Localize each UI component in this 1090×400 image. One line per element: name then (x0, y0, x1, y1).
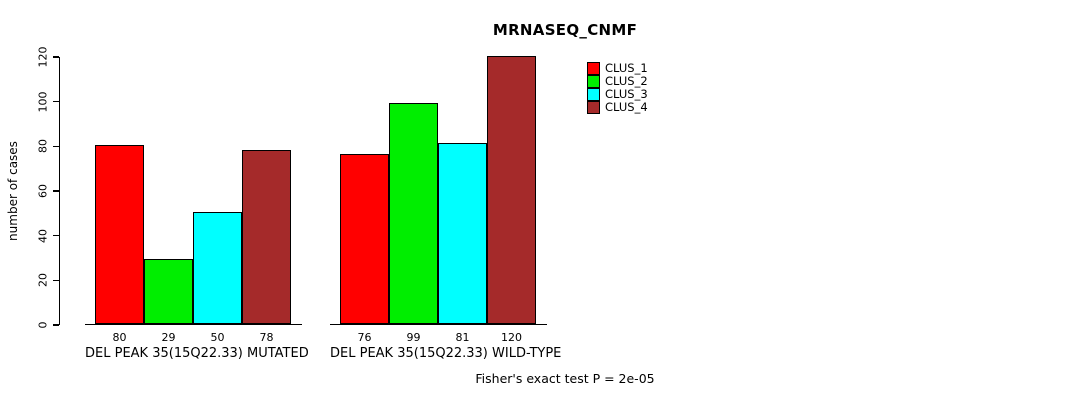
y-tick-label: 80 (36, 139, 50, 154)
bar-value-label: 99 (406, 331, 421, 344)
y-tick (53, 145, 59, 148)
y-tick (53, 324, 59, 326)
bar-value-label: 29 (161, 331, 176, 344)
y-tick-label: 20 (36, 273, 50, 288)
y-tick (53, 190, 59, 192)
bar-clus_2 (144, 259, 193, 324)
bar-clus_2 (389, 102, 438, 324)
y-tick-label: 0 (36, 321, 50, 329)
legend: CLUS_1 CLUS_2 CLUS_3 CLUS_4 (587, 62, 648, 114)
bar-clus_4 (487, 56, 536, 324)
y-axis-line (59, 57, 60, 325)
bar-group (85, 57, 302, 325)
y-axis-label: number of cases (6, 141, 20, 241)
legend-item: CLUS_1 (587, 62, 648, 75)
legend-item: CLUS_4 (587, 101, 648, 114)
y-tick-label: 100 (36, 91, 50, 113)
bar-value-row: 76 99 81 120 (330, 331, 547, 344)
group-label: DEL PEAK 35(15Q22.33) WILD-TYPE (330, 346, 562, 361)
legend-swatch (587, 88, 600, 101)
legend-item: CLUS_2 (587, 75, 648, 88)
plot-area: 0 20 40 60 80 100 120 80 29 50 78 DEL PEAK 35(15Q22… (37, 47, 580, 362)
y-tick (53, 234, 59, 237)
bar-value-label: 76 (357, 331, 372, 344)
y-tick (53, 56, 59, 58)
bar-value-label: 81 (455, 331, 470, 344)
bar-value-row: 80 29 50 78 (85, 331, 302, 344)
legend-swatch (587, 62, 600, 75)
y-tick (53, 279, 59, 282)
bar-value-label: 120 (501, 331, 522, 344)
legend-item: CLUS_3 (587, 88, 648, 101)
bar-value-label: 80 (112, 331, 127, 344)
chart-title: MRNASEQ_CNMF (492, 21, 638, 39)
y-tick (53, 100, 59, 103)
legend-label: CLUS_1 (605, 61, 648, 75)
bar-group (330, 56, 547, 325)
bar-clus_4 (242, 149, 291, 324)
y-tick-label: 60 (36, 184, 50, 198)
bar-clus_1 (95, 145, 144, 324)
group-label: DEL PEAK 35(15Q22.33) MUTATED (85, 346, 309, 361)
y-tick-label: 120 (36, 46, 50, 68)
y-tick-label: 40 (36, 228, 50, 243)
legend-label: CLUS_2 (605, 74, 648, 88)
legend-label: CLUS_3 (605, 87, 648, 101)
legend-swatch (587, 101, 600, 114)
bar-value-label: 78 (259, 331, 274, 344)
annotation-text: Fisher's exact test P = 2e-05 (475, 371, 655, 386)
legend-label: CLUS_4 (605, 100, 648, 114)
bar-clus_3 (438, 143, 487, 324)
bar-clus_3 (193, 212, 242, 324)
legend-swatch (587, 75, 600, 88)
bar-clus_1 (340, 154, 389, 324)
bar-value-label: 50 (210, 331, 225, 344)
